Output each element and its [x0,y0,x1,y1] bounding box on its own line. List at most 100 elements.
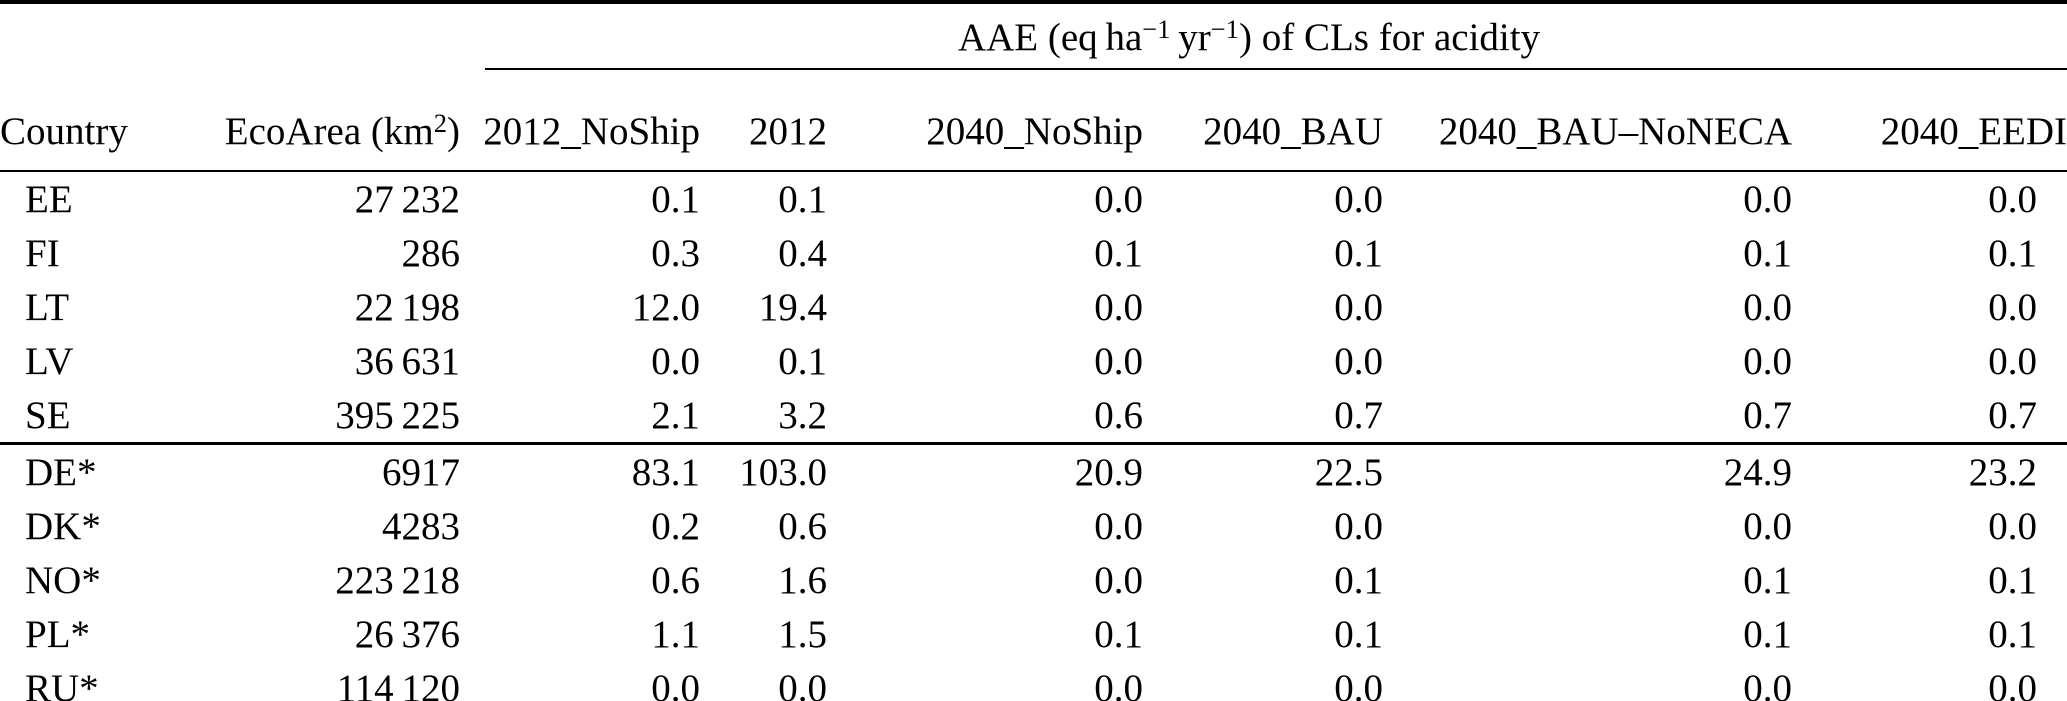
value-cell: 1.6 [778,558,827,602]
value-cell: 0.1 [651,177,700,221]
table-row-de: DE* 6917 83.1 103.0 20.9 22.5 24.9 23.2 [0,444,2067,500]
country-cell: FI [25,231,60,275]
spanning-header-row: AAE (eq ha−1 yr−1) of CLs for acidity [0,2,2067,70]
table-row-lt: LT 22 198 12.0 19.4 0.0 0.0 0.0 0.0 [0,280,2067,334]
value-cell: 0.1 [1988,558,2038,602]
ecoarea-cell: 114 120 [336,666,460,701]
table-row-se: SE 395 225 2.1 3.2 0.6 0.7 0.7 0.7 [0,388,2067,445]
table-row-ee: EE 27 232 0.1 0.1 0.0 0.0 0.0 0.0 [0,171,2067,226]
country-cell: EE [25,177,73,221]
value-cell: 0.1 [1334,558,1383,602]
ecoarea-cell: 27 232 [354,177,460,221]
value-cell: 0.1 [1094,612,1143,656]
value-cell: 0.0 [1334,504,1383,548]
country-cell: DK* [25,504,101,548]
table-row-no: NO* 223 218 0.6 1.6 0.0 0.1 0.1 0.1 [0,553,2067,607]
column-header-2040-bau: 2040_BAU [1143,70,1383,172]
value-cell: 0.7 [1383,388,1792,445]
value-cell: 0.0 [1094,558,1143,602]
ecoarea-cell: 36 631 [354,339,460,383]
aae-group-header: AAE (eq ha−1 yr−1) of CLs for acidity [460,2,2067,70]
value-cell: 23.2 [1968,450,2038,494]
table-row-ru: RU* 114 120 0.0 0.0 0.0 0.0 0.0 0.0 [0,661,2067,701]
column-header-2012-noship: 2012_NoShip [460,70,700,172]
per-year-exponent: −1 [1210,13,1239,44]
value-cell: 0.0 [1094,666,1143,701]
value-cell: 0.6 [778,504,827,548]
value-cell: 0.0 [1988,177,2038,221]
ecoarea-cell: 395 225 [185,388,460,445]
value-cell: 19.4 [758,285,827,329]
value-cell: 0.1 [1743,558,1792,602]
country-cell: RU* [25,666,99,701]
value-cell: 0.6 [827,388,1143,445]
aae-header-text: yr [1170,15,1211,59]
value-cell: 0.0 [1988,504,2038,548]
value-cell: 0.1 [778,177,827,221]
value-cell: 0.0 [1334,339,1383,383]
country-cell: DE* [25,450,97,494]
value-cell: 0.1 [1334,612,1383,656]
ecoarea-cell: 22 198 [354,285,460,329]
value-cell: 12.0 [631,285,700,329]
ecoarea-cell: 6917 [382,450,460,494]
country-cell: PL* [25,612,91,656]
value-cell: 2.1 [460,388,700,445]
value-cell: 0.7 [1143,388,1383,445]
table-row-pl: PL* 26 376 1.1 1.5 0.1 0.1 0.1 0.1 [0,607,2067,661]
value-cell: 0.1 [1334,231,1383,275]
value-cell: 0.0 [1743,504,1792,548]
value-cell: 103.0 [739,450,827,494]
value-cell: 0.0 [1988,666,2038,701]
value-cell: 0.7 [1792,388,2067,445]
column-header-2040-eedi: 2040_EEDI [1792,70,2067,172]
value-cell: 0.1 [1743,612,1792,656]
value-cell: 0.0 [1094,339,1143,383]
value-cell: 0.0 [1743,666,1792,701]
value-cell: 0.0 [1094,177,1143,221]
column-header-ecoarea: EcoArea (km2) [185,70,460,172]
value-cell: 0.2 [651,504,700,548]
column-header-2012: 2012 [700,70,827,172]
value-cell: 0.1 [1743,231,1792,275]
value-cell: 1.5 [778,612,827,656]
value-cell: 0.1 [1988,231,2038,275]
value-cell: 0.0 [1094,504,1143,548]
value-cell: 0.4 [778,231,827,275]
value-cell: 0.1 [1094,231,1143,275]
ecoarea-cell: 223 218 [335,558,460,602]
value-cell: 0.0 [1334,666,1383,701]
value-cell: 20.9 [1074,450,1143,494]
country-cell: SE [0,388,185,445]
column-header-row: Country EcoArea (km2) 2012_NoShip 2012 2… [0,70,2067,172]
value-cell: 1.1 [651,612,700,656]
value-cell: 0.0 [1334,177,1383,221]
value-cell: 0.0 [1988,285,2038,329]
value-cell: 0.1 [778,339,827,383]
ecoarea-cell: 4283 [382,504,460,548]
value-cell: 0.0 [651,339,700,383]
value-cell: 0.0 [1743,177,1792,221]
value-cell: 3.2 [700,388,827,445]
ecoarea-cell: 286 [401,231,461,275]
value-cell: 0.0 [1988,339,2038,383]
table-row-fi: FI 286 0.3 0.4 0.1 0.1 0.1 0.1 [0,226,2067,280]
table-row-dk: DK* 4283 0.2 0.6 0.0 0.0 0.0 0.0 [0,499,2067,553]
country-cell: LT [25,285,70,329]
column-header-country: Country [0,70,185,172]
table-row-lv: LV 36 631 0.0 0.1 0.0 0.0 0.0 0.0 [0,334,2067,388]
value-cell: 22.5 [1314,450,1383,494]
spanning-header-spacer [0,2,460,70]
aae-header-text: ) of CLs for acidity [1239,15,1541,59]
value-cell: 0.0 [778,666,827,701]
value-cell: 0.0 [1094,285,1143,329]
value-cell: 0.3 [651,231,700,275]
value-cell: 0.0 [1743,339,1792,383]
per-hectare-exponent: −1 [1142,13,1171,44]
column-header-2040-noship: 2040_NoShip [827,70,1143,172]
value-cell: 0.0 [651,666,700,701]
value-cell: 24.9 [1723,450,1792,494]
value-cell: 83.1 [631,450,700,494]
